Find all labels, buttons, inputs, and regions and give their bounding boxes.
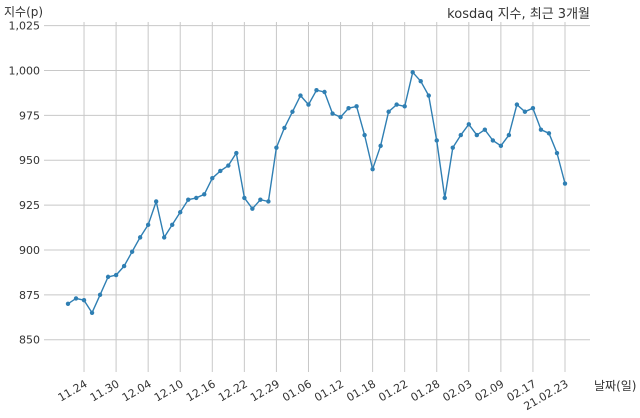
data-point <box>73 296 79 301</box>
data-point <box>129 249 135 254</box>
y-tick-label: 975 <box>19 109 40 122</box>
data-point <box>530 105 536 111</box>
data-point <box>202 192 207 197</box>
data-point <box>298 93 303 98</box>
data-point <box>426 93 431 98</box>
data-point <box>386 109 391 114</box>
data-point <box>258 197 263 202</box>
data-point <box>338 114 343 120</box>
data-point <box>370 166 375 172</box>
data-point <box>153 199 159 204</box>
x-tick-label: 12.04 <box>120 377 154 404</box>
data-point <box>113 272 119 278</box>
data-point <box>394 102 399 107</box>
x-tick-label: 02.09 <box>473 377 507 404</box>
data-point <box>434 138 439 143</box>
data-point <box>137 235 143 240</box>
data-point <box>322 89 327 95</box>
chart-title: kosdaq 지수, 최근 3개월 <box>447 7 590 22</box>
data-point <box>218 168 223 174</box>
data-point <box>490 138 496 143</box>
x-tick-label: 12.29 <box>248 377 282 404</box>
data-point <box>194 195 199 201</box>
y-tick-label: 1,000 <box>9 64 41 77</box>
y-tick-label: 900 <box>19 244 40 257</box>
data-point <box>145 222 151 228</box>
data-point <box>121 263 127 269</box>
x-axis-label: 날짜(일) <box>594 379 636 393</box>
x-axis: 11.2411.3012.0412.1012.1612.2212.2901.06… <box>56 377 571 413</box>
y-tick-label: 925 <box>19 199 40 212</box>
x-tick-label: 11.24 <box>56 377 90 404</box>
data-point <box>226 163 231 168</box>
data-point <box>97 292 103 298</box>
data-point <box>506 132 512 138</box>
data-point <box>514 102 520 107</box>
data-point <box>410 70 415 75</box>
y-tick-label: 1,025 <box>9 20 41 33</box>
x-tick-label: 01.22 <box>376 377 410 404</box>
y-axis-label: 지수(p) <box>4 5 43 19</box>
data-point <box>546 131 552 136</box>
data-point <box>466 122 472 127</box>
x-tick-label: 01.06 <box>280 377 314 404</box>
data-point <box>522 109 528 114</box>
data-point <box>458 132 463 138</box>
data-point <box>186 197 191 202</box>
data-point <box>274 145 279 150</box>
data-point <box>314 88 319 93</box>
data-point <box>402 104 407 109</box>
data-point <box>242 195 247 201</box>
data-point <box>105 274 111 280</box>
data-point <box>178 210 183 215</box>
series-line <box>67 71 566 314</box>
data-point <box>282 125 287 131</box>
x-tick-label: 12.10 <box>152 377 186 404</box>
data-point <box>210 175 215 181</box>
x-tick-label: 11.30 <box>88 377 122 404</box>
data-point <box>554 150 560 156</box>
data-point <box>362 132 367 138</box>
data-point <box>170 222 175 228</box>
data-point <box>418 79 423 84</box>
grid <box>44 22 590 372</box>
data-point <box>562 181 568 186</box>
x-tick-label: 02.03 <box>441 377 475 404</box>
data-point <box>346 105 351 111</box>
data-point <box>482 127 488 132</box>
x-tick-label: 01.18 <box>344 377 378 404</box>
data-point <box>498 143 504 149</box>
data-point <box>89 310 95 315</box>
x-tick-label: 12.16 <box>184 377 218 404</box>
data-point <box>65 301 71 306</box>
y-tick-label: 950 <box>19 154 40 167</box>
y-tick-label: 850 <box>19 334 40 347</box>
series-layer <box>65 70 568 315</box>
x-tick-label: 01.12 <box>312 377 346 404</box>
y-axis: 850 875 900 925 950 975 1,000 1,025 <box>9 20 41 347</box>
data-point <box>81 298 87 303</box>
data-point <box>234 150 239 156</box>
data-point <box>354 104 359 109</box>
data-point <box>290 109 295 114</box>
data-point <box>161 235 167 240</box>
data-point <box>538 127 544 132</box>
y-tick-label: 875 <box>19 289 40 302</box>
data-point <box>250 206 255 211</box>
data-point <box>330 111 335 116</box>
data-point <box>474 132 480 138</box>
data-point <box>266 199 271 204</box>
data-point <box>450 145 455 150</box>
data-point <box>378 143 383 149</box>
x-tick-label: 01.28 <box>408 377 442 404</box>
data-point <box>306 102 311 107</box>
data-point <box>442 195 447 201</box>
x-tick-label: 12.22 <box>216 377 250 404</box>
